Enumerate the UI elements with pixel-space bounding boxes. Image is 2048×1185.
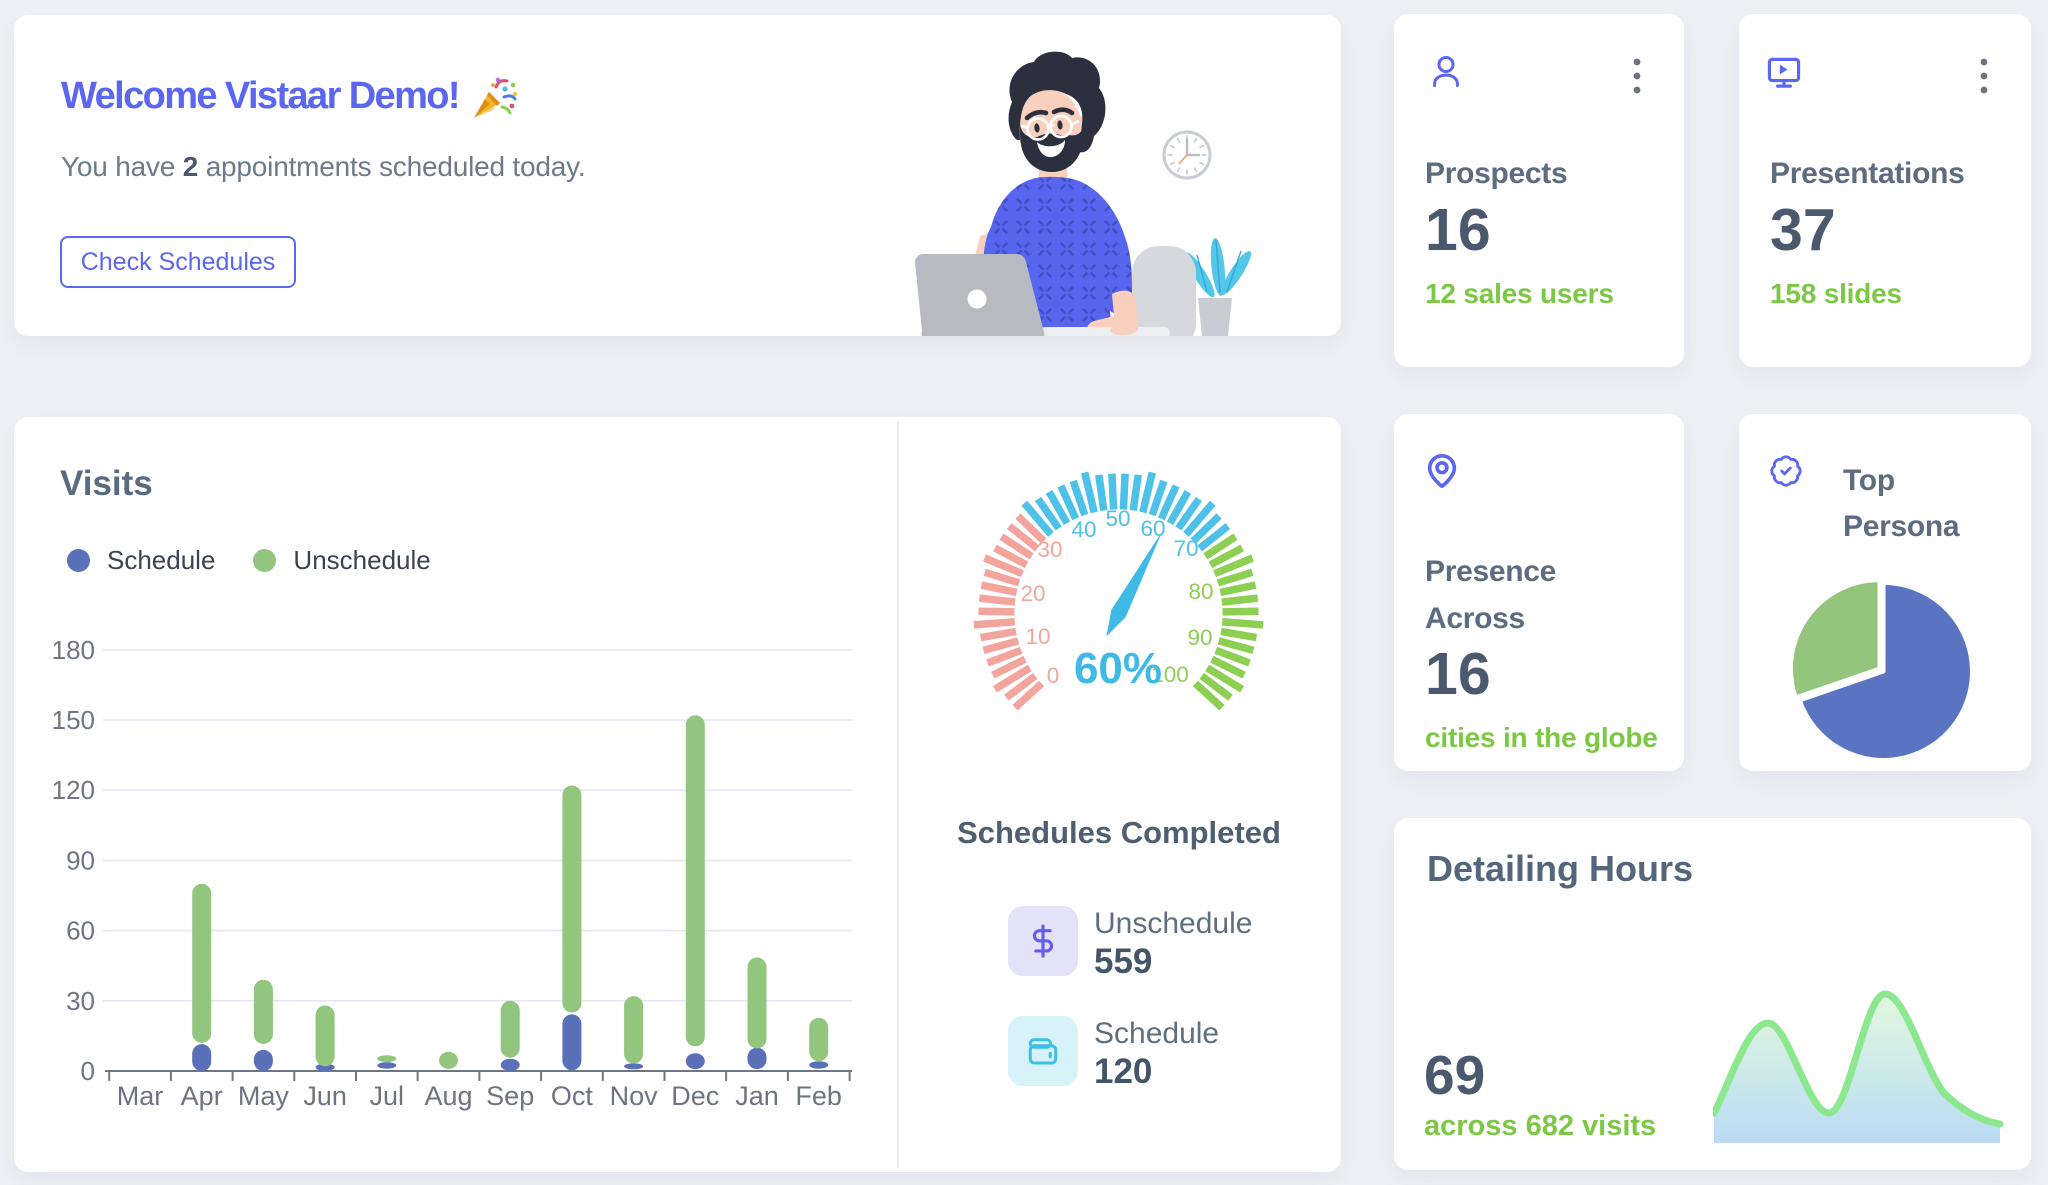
svg-text:0: 0 xyxy=(1047,663,1060,688)
svg-text:30: 30 xyxy=(66,986,95,1016)
svg-text:Mar: Mar xyxy=(117,1081,164,1111)
svg-text:Aug: Aug xyxy=(424,1081,472,1111)
svg-text:180: 180 xyxy=(52,635,95,665)
svg-text:Dec: Dec xyxy=(671,1081,719,1111)
svg-text:Apr: Apr xyxy=(181,1081,223,1111)
svg-text:0: 0 xyxy=(81,1056,95,1086)
svg-text:80: 80 xyxy=(1188,579,1213,604)
svg-text:Nov: Nov xyxy=(610,1081,659,1111)
svg-text:May: May xyxy=(238,1081,290,1111)
svg-text:60%: 60% xyxy=(1074,644,1162,693)
svg-text:Jan: Jan xyxy=(735,1081,779,1111)
svg-text:60: 60 xyxy=(66,916,95,946)
svg-text:Sep: Sep xyxy=(486,1081,534,1111)
svg-text:10: 10 xyxy=(1025,624,1050,649)
svg-text:50: 50 xyxy=(1105,506,1130,531)
svg-text:100: 100 xyxy=(1151,662,1189,687)
svg-text:90: 90 xyxy=(1187,625,1212,650)
svg-text:40: 40 xyxy=(1071,517,1096,542)
svg-text:Jul: Jul xyxy=(370,1081,405,1111)
svg-text:70: 70 xyxy=(1173,536,1198,561)
svg-text:150: 150 xyxy=(52,705,95,735)
svg-text:20: 20 xyxy=(1020,581,1045,606)
svg-text:Feb: Feb xyxy=(795,1081,842,1111)
svg-text:Oct: Oct xyxy=(551,1081,594,1111)
svg-text:120: 120 xyxy=(52,775,95,805)
svg-text:90: 90 xyxy=(66,845,95,875)
svg-text:Jun: Jun xyxy=(303,1081,347,1111)
svg-text:60: 60 xyxy=(1140,516,1165,541)
svg-text:30: 30 xyxy=(1037,537,1062,562)
